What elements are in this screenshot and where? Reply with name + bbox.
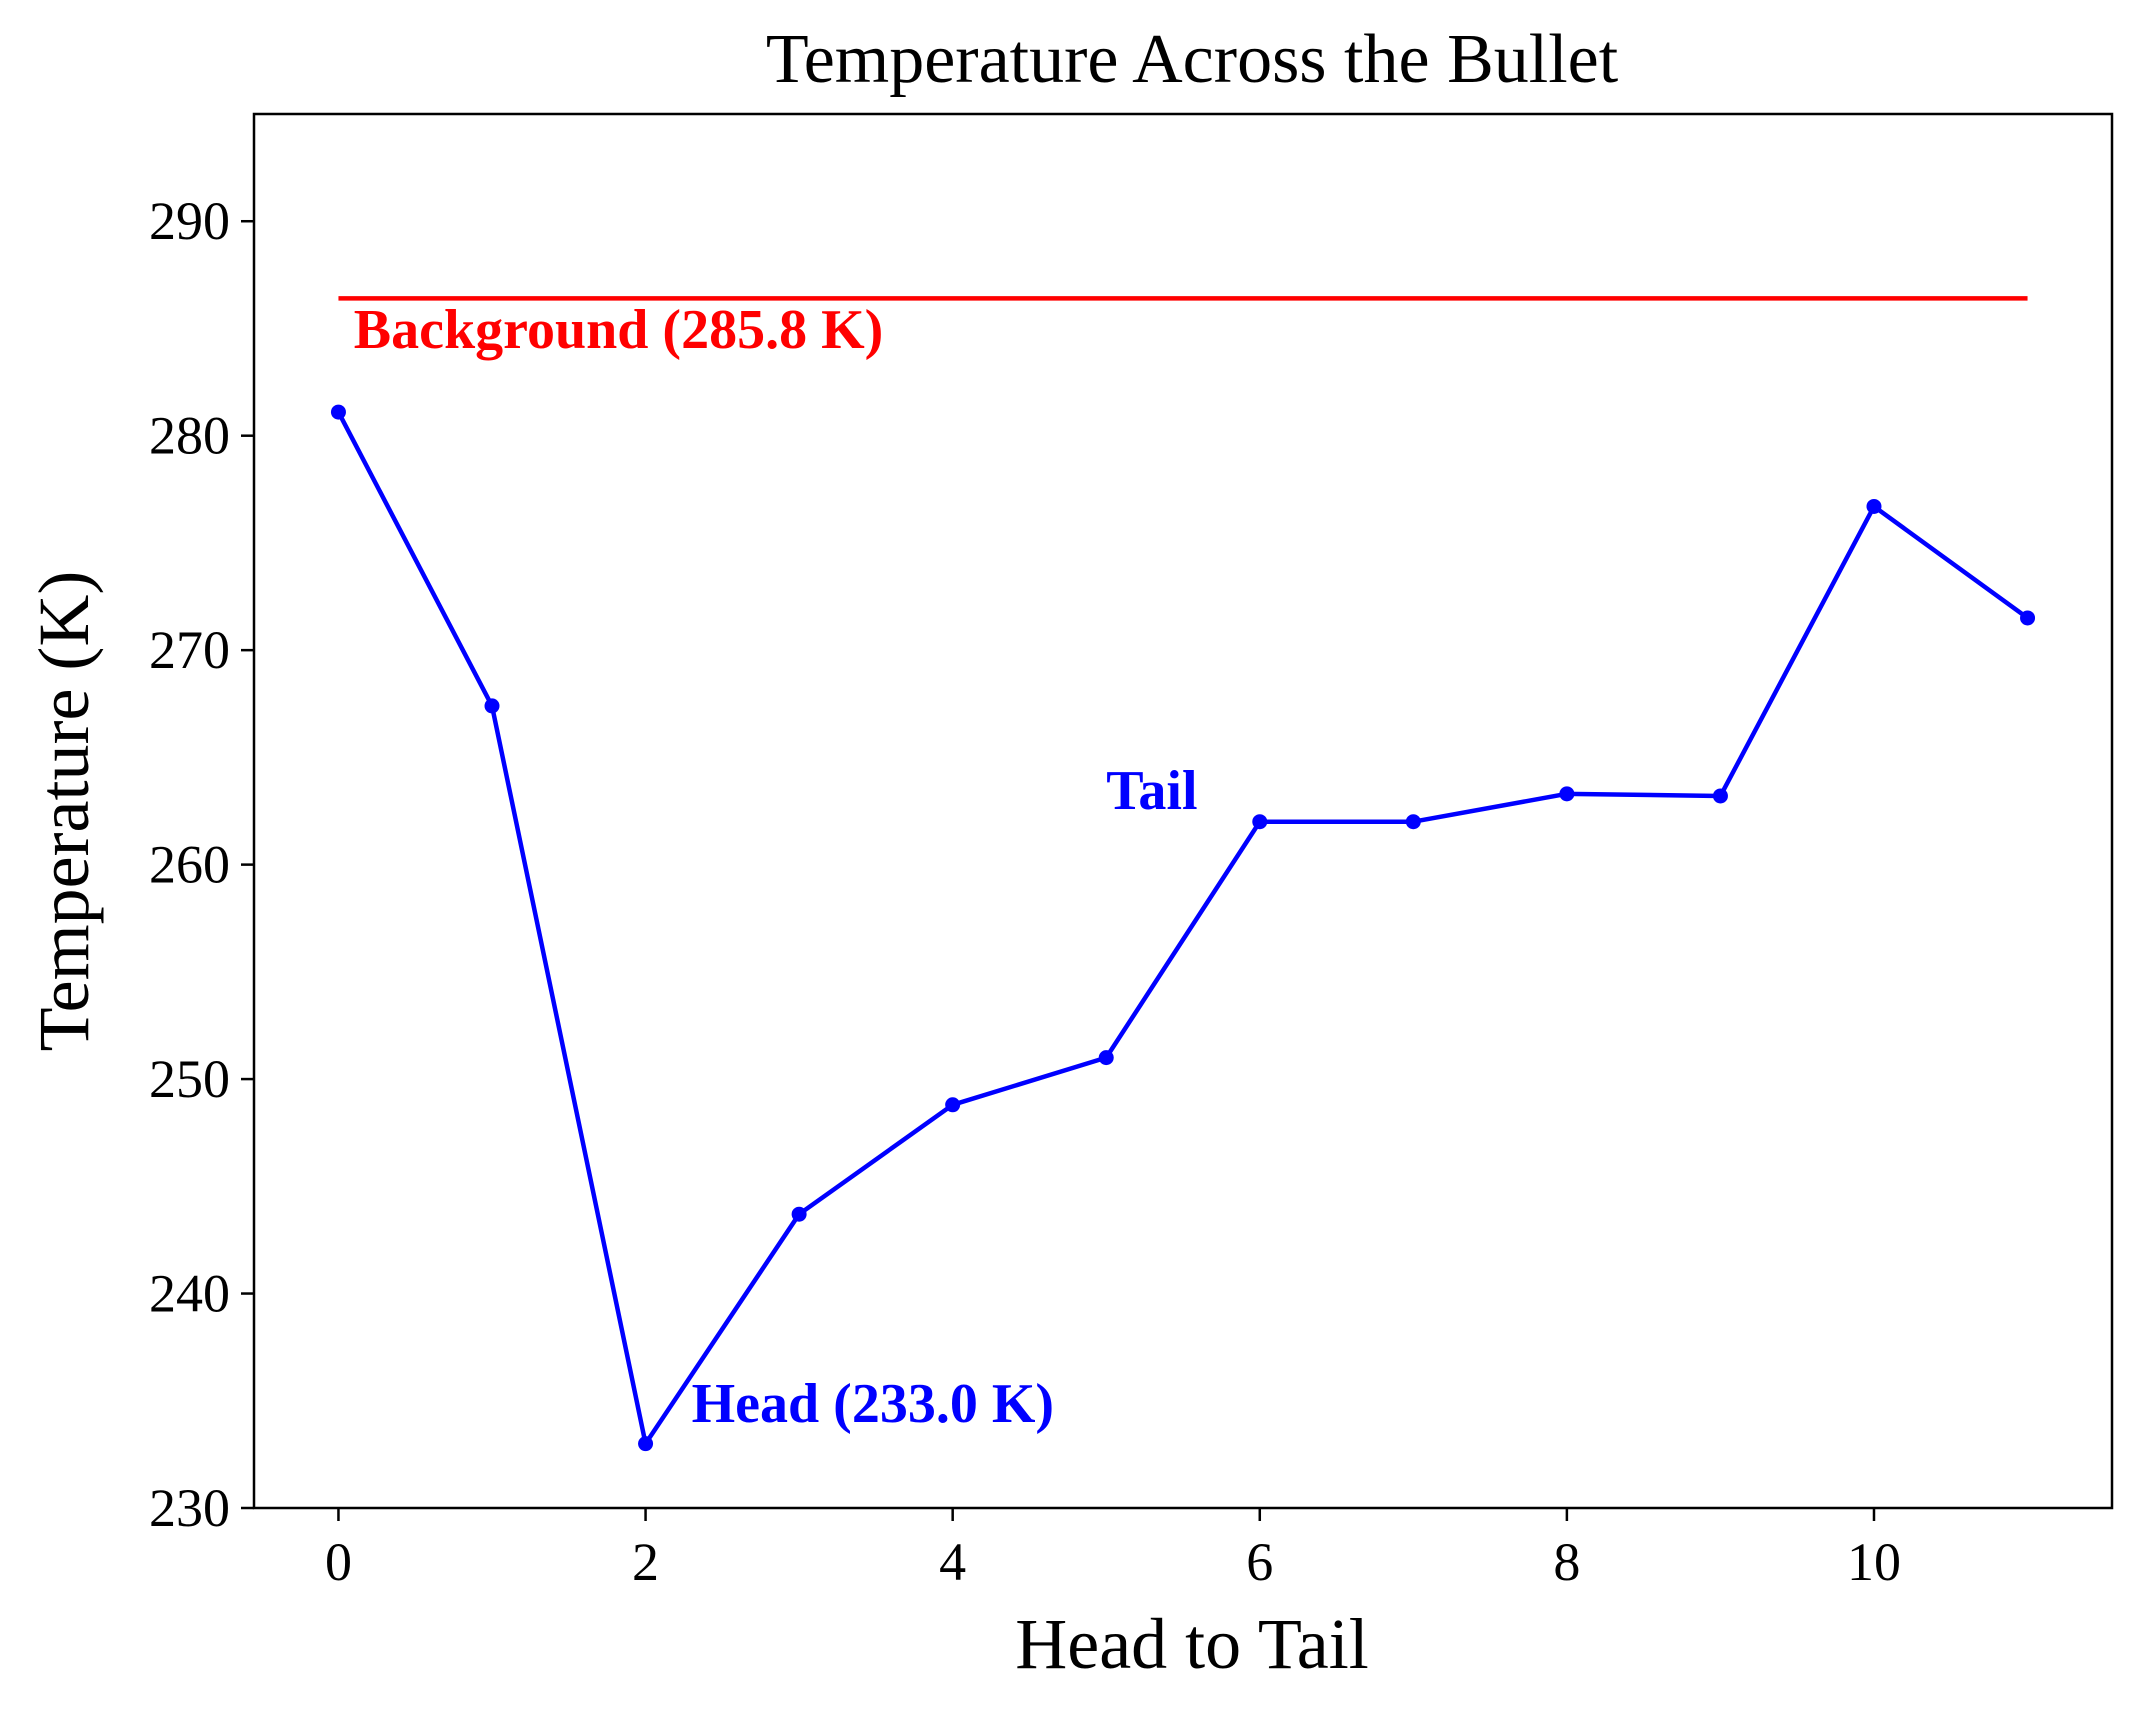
data-point	[1712, 788, 1728, 804]
plot-frame	[252, 112, 2114, 1510]
x-axis: 0 2 4 6 8 10	[325, 1508, 1901, 1592]
y-axis-label: Temperature (K)	[24, 571, 104, 1052]
data-point	[1866, 498, 1882, 514]
x-axis-label: Head to Tail	[1015, 1604, 1369, 1684]
series-line	[336, 411, 2029, 1446]
x-tick-label: 4	[939, 1532, 966, 1592]
y-tick-label: 230	[149, 1478, 230, 1538]
data-point	[791, 1206, 807, 1222]
y-axis: 230 240 250 260 270 280 290	[149, 191, 254, 1538]
data-point	[1405, 814, 1421, 830]
y-tick-label: 260	[149, 835, 230, 895]
y-tick-label: 250	[149, 1049, 230, 1109]
annotation-head: Head (233.0 K)	[692, 1373, 1054, 1435]
data-point	[1252, 814, 1268, 830]
data-point	[638, 1436, 654, 1452]
data-point	[945, 1097, 961, 1113]
data-point	[1559, 786, 1575, 802]
data-point	[330, 404, 346, 420]
temperature-series	[330, 404, 2036, 1452]
data-point	[484, 698, 500, 714]
data-point	[1098, 1050, 1114, 1066]
y-tick-label: 240	[149, 1264, 230, 1324]
x-tick-label: 6	[1246, 1532, 1273, 1592]
x-tick-label: 10	[1847, 1532, 1901, 1592]
annotation-tail: Tail	[1106, 760, 1197, 822]
y-tick-label: 280	[149, 406, 230, 466]
y-tick-label: 270	[149, 620, 230, 680]
chart-title: Temperature Across the Bullet	[766, 21, 1619, 98]
x-tick-label: 2	[632, 1532, 659, 1592]
data-point	[2020, 610, 2036, 626]
x-tick-label: 0	[325, 1532, 352, 1592]
x-tick-label: 8	[1553, 1532, 1580, 1592]
annotation-background: Background (285.8 K)	[354, 299, 883, 361]
y-tick-label: 290	[149, 191, 230, 251]
annotations: Background (285.8 K) Head (233.0 K) Tail	[354, 299, 1198, 1435]
